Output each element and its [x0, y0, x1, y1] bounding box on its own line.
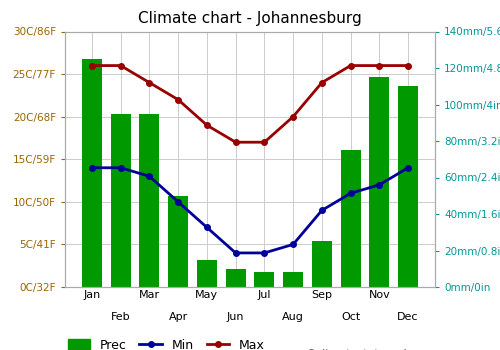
- Text: Aug: Aug: [282, 312, 304, 322]
- Bar: [110, 114, 130, 287]
- Text: Feb: Feb: [111, 312, 130, 322]
- Text: Oct: Oct: [341, 312, 360, 322]
- Text: ©climatestotravel.com: ©climatestotravel.com: [306, 349, 435, 350]
- Bar: [197, 260, 217, 287]
- Bar: [340, 150, 360, 287]
- Bar: [140, 114, 160, 287]
- Bar: [254, 272, 274, 287]
- Text: Jun: Jun: [227, 312, 244, 322]
- Bar: [226, 269, 246, 287]
- Bar: [82, 59, 102, 287]
- Bar: [370, 77, 390, 287]
- Title: Climate chart - Johannesburg: Climate chart - Johannesburg: [138, 11, 362, 26]
- Text: Apr: Apr: [168, 312, 188, 322]
- Bar: [398, 86, 418, 287]
- Text: Dec: Dec: [398, 312, 419, 322]
- Bar: [312, 241, 332, 287]
- Bar: [283, 272, 303, 287]
- Legend: Prec, Min, Max: Prec, Min, Max: [68, 339, 265, 350]
- Bar: [168, 196, 188, 287]
